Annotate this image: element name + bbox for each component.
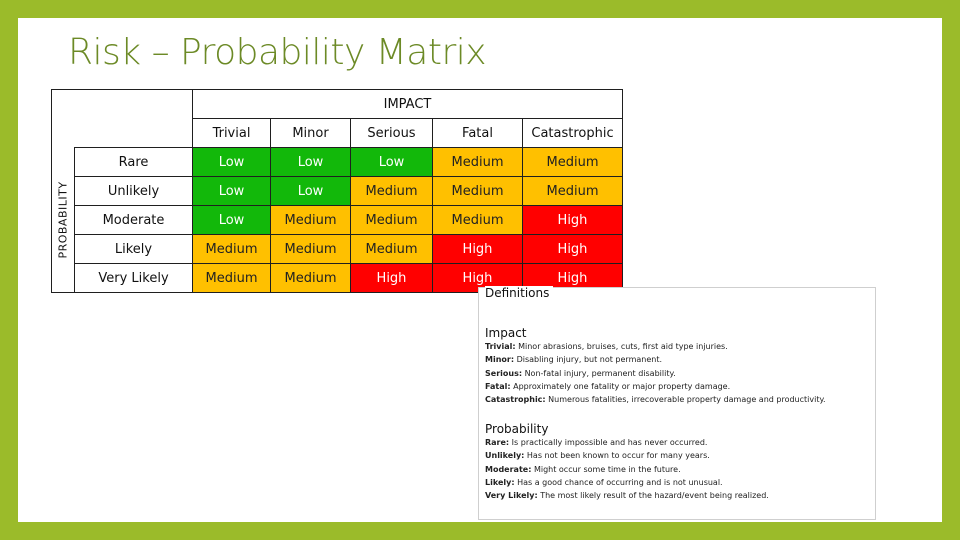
risk-cell: Medium	[192, 263, 271, 293]
definition-term: Very Likely:	[485, 491, 538, 501]
column-header-minor: Minor	[270, 118, 351, 148]
definitions-box: Definitions Impact Trivial: Minor abrasi…	[478, 286, 876, 520]
definition-line: Unlikely: Has not been known to occur fo…	[485, 449, 769, 462]
matrix-row-likely: Likely Medium Medium Medium High High	[52, 234, 623, 264]
definition-text: The most likely result of the hazard/eve…	[537, 491, 769, 501]
definition-line: Likely: Has a good chance of occurring a…	[485, 476, 769, 489]
risk-cell: Low	[192, 205, 271, 235]
definition-line: Rare: Is practically impossible and has …	[485, 436, 769, 449]
probability-definitions: Probability Rare: Is practically impossi…	[485, 418, 769, 502]
matrix-row-unlikely: Unlikely Low Low Medium Medium Medium	[52, 176, 623, 206]
risk-cell: Medium	[350, 176, 433, 206]
matrix-row-moderate: Moderate Low Medium Medium Medium High	[52, 205, 623, 235]
column-header-trivial: Trivial	[192, 118, 271, 148]
impact-header: IMPACT	[192, 89, 623, 119]
definition-text: Is practically impossible and has never …	[509, 438, 708, 447]
definition-text: Minor abrasions, bruises, cuts, first ai…	[515, 342, 728, 351]
risk-cell: Medium	[522, 147, 623, 177]
definition-term: Likely:	[485, 477, 515, 487]
column-header-fatal: Fatal	[432, 118, 523, 148]
probability-definitions-title: Probability	[485, 422, 549, 436]
row-label-likely: Likely	[74, 234, 193, 264]
definition-line: Trivial: Minor abrasions, bruises, cuts,…	[485, 340, 826, 353]
definition-term: Serious:	[485, 368, 523, 378]
risk-cell: Medium	[270, 234, 351, 264]
definition-term: Moderate:	[485, 464, 532, 474]
column-header-catastrophic: Catastrophic	[522, 118, 623, 148]
risk-matrix-table: IMPACT Trivial Minor Serious Fatal Catas…	[51, 89, 623, 293]
definition-text: Non-fatal injury, permanent disability.	[522, 368, 676, 378]
risk-cell: High	[350, 263, 433, 293]
matrix-corner	[51, 89, 193, 148]
definition-term: Catastrophic:	[485, 395, 546, 405]
matrix-row-rare: PROBABILITY Rare Low Low Low Medium Medi…	[51, 147, 623, 293]
risk-cell: Medium	[270, 263, 351, 293]
definition-line: Very Likely: The most likely result of t…	[485, 489, 769, 502]
column-header-serious: Serious	[350, 118, 433, 148]
definition-line: Minor: Disabling injury, but not permane…	[485, 353, 826, 366]
risk-cell: High	[432, 234, 523, 264]
slide-title: Risk – Probability Matrix	[68, 32, 487, 73]
risk-cell: High	[522, 234, 623, 264]
risk-cell: Low	[270, 176, 351, 206]
risk-cell: Low	[350, 147, 433, 177]
definition-term: Unlikely:	[485, 451, 525, 461]
risk-cell: Medium	[432, 205, 523, 235]
risk-cell: Medium	[350, 234, 433, 264]
risk-cell: Low	[192, 176, 271, 206]
risk-cell: Low	[270, 147, 351, 177]
impact-definitions-title: Impact	[485, 326, 527, 340]
definition-term: Rare:	[485, 438, 510, 447]
definition-line: Serious: Non-fatal injury, permanent dis…	[485, 367, 826, 380]
definition-text: Has a good chance of occurring and is no…	[514, 477, 723, 487]
probability-side-label: PROBABILITY	[51, 147, 75, 293]
definition-text: Numerous fatalities, irrecoverable prope…	[545, 395, 826, 405]
risk-cell: Medium	[350, 205, 433, 235]
definitions-heading: Definitions	[485, 286, 554, 300]
risk-cell: Medium	[522, 176, 623, 206]
risk-cell: High	[522, 205, 623, 235]
row-label-moderate: Moderate	[74, 205, 193, 235]
definition-text: Has not been known to occur for many yea…	[524, 451, 710, 461]
slide: Risk – Probability Matrix IMPACT Trivial…	[18, 18, 942, 522]
definition-text: Disabling injury, but not permanent.	[514, 355, 663, 365]
definition-text: Approximately one fatality or major prop…	[510, 381, 731, 391]
row-label-unlikely: Unlikely	[74, 176, 193, 206]
definition-line: Catastrophic: Numerous fatalities, irrec…	[485, 393, 826, 406]
definition-term: Trivial:	[485, 342, 516, 351]
probability-label: PROBABILITY	[56, 181, 70, 259]
impact-definitions: Impact Trivial: Minor abrasions, bruises…	[485, 322, 826, 406]
definition-text: Might occur some time in the future.	[531, 464, 681, 474]
definition-line: Moderate: Might occur some time in the f…	[485, 463, 769, 476]
risk-cell: Low	[192, 147, 271, 177]
definition-line: Fatal: Approximately one fatality or maj…	[485, 380, 826, 393]
row-label-very-likely: Very Likely	[74, 263, 193, 293]
risk-cell: Medium	[270, 205, 351, 235]
definition-term: Minor:	[485, 355, 515, 365]
risk-cell: Medium	[432, 176, 523, 206]
risk-cell: Medium	[192, 234, 271, 264]
risk-cell: Medium	[432, 147, 523, 177]
definition-term: Fatal:	[485, 381, 511, 391]
row-label-rare: Rare	[74, 147, 193, 177]
